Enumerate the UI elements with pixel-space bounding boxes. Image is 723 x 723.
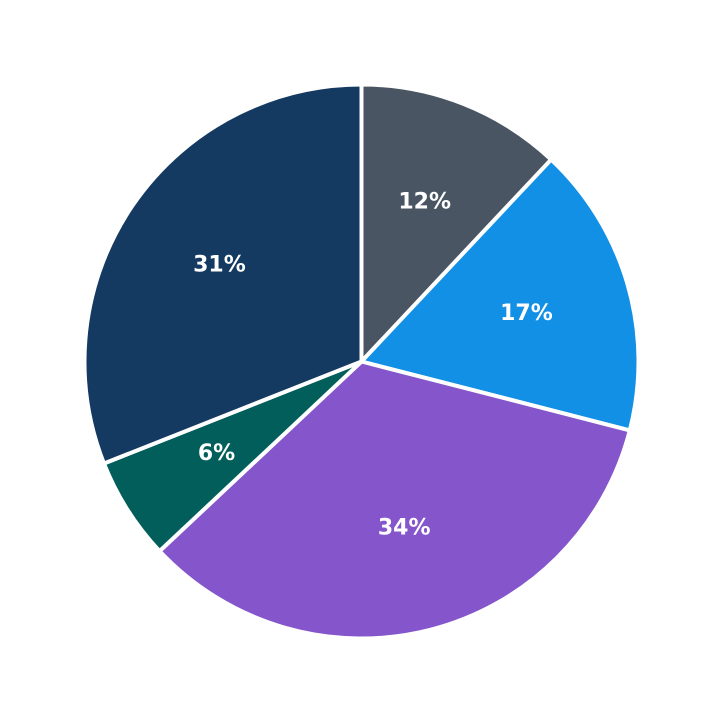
slices-layer [82, 82, 641, 641]
pie-slice-label-5: 31% [193, 252, 246, 277]
pie-slice-3 [157, 359, 632, 641]
pie-slice-label-4: 6% [198, 441, 235, 466]
pie-slice-2 [359, 157, 641, 433]
labels-layer: 12% 17% 34% 6% 31% [193, 189, 553, 540]
pie-slice-label-3: 34% [378, 515, 431, 540]
pie-slice-label-1: 12% [398, 189, 451, 214]
pie-slice-5 [82, 82, 364, 466]
pie-slice-1 [359, 82, 554, 364]
pie-slice-label-2: 17% [500, 301, 553, 326]
